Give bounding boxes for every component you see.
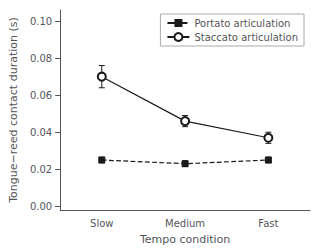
svg-text:Tempo condition: Tempo condition bbox=[139, 233, 230, 246]
svg-text:Medium: Medium bbox=[165, 218, 205, 229]
svg-text:Fast: Fast bbox=[258, 218, 278, 229]
svg-text:Portato articulation: Portato articulation bbox=[194, 18, 290, 29]
svg-text:0.08: 0.08 bbox=[30, 53, 52, 64]
svg-text:Staccato articulation: Staccato articulation bbox=[194, 32, 298, 43]
svg-text:0.00: 0.00 bbox=[30, 201, 52, 212]
svg-text:0.04: 0.04 bbox=[30, 127, 52, 138]
svg-text:0.02: 0.02 bbox=[30, 164, 52, 175]
svg-text:Slow: Slow bbox=[90, 218, 113, 229]
svg-text:Tongue−reed contact duration (: Tongue−reed contact duration (s) bbox=[7, 17, 20, 204]
svg-text:0.10: 0.10 bbox=[30, 16, 52, 27]
svg-text:0.06: 0.06 bbox=[30, 90, 52, 101]
